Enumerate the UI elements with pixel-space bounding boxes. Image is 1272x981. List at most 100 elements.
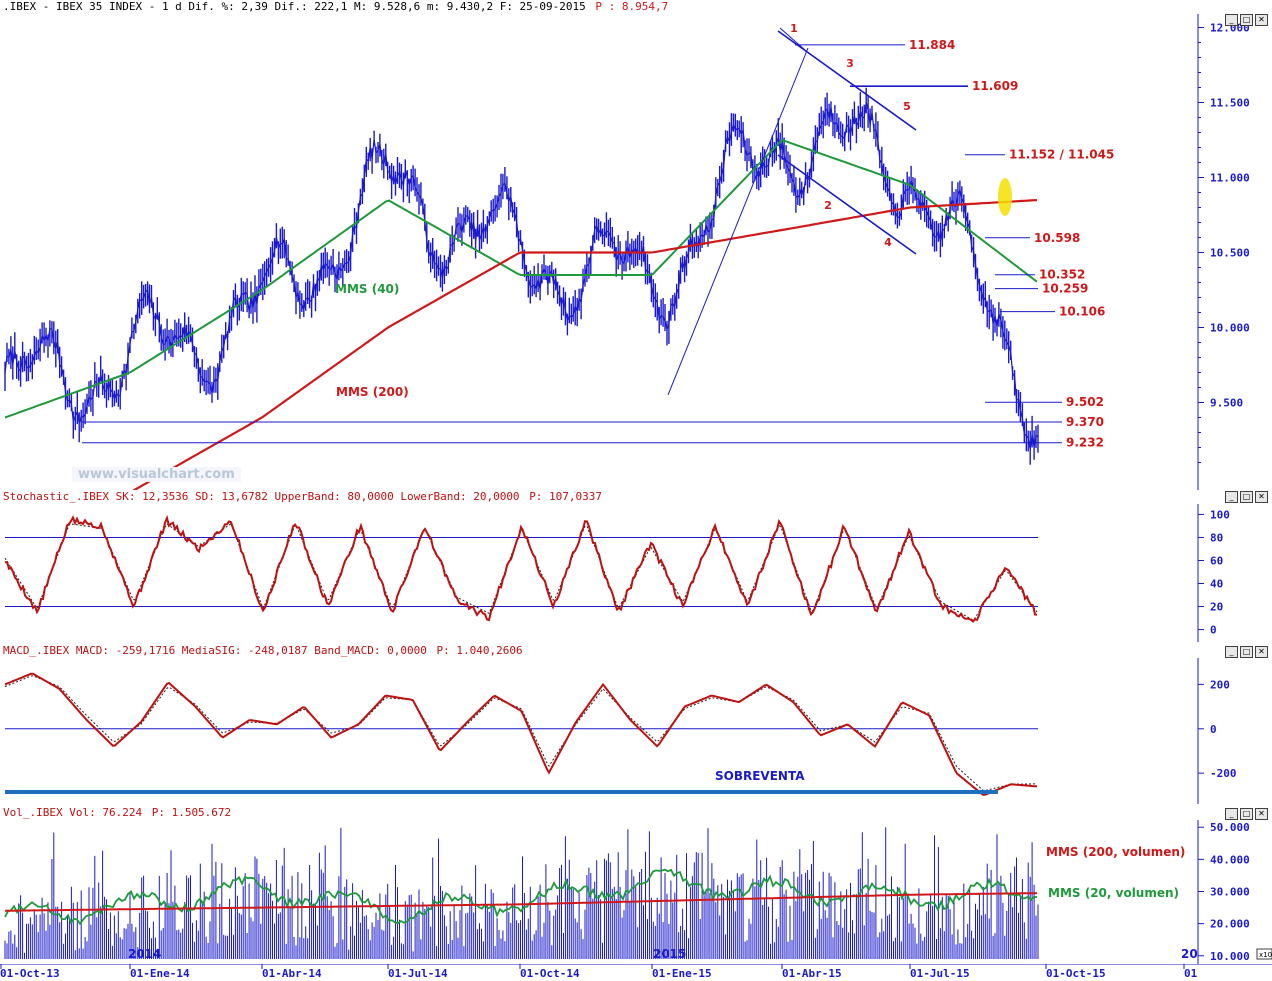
price-y-tick-label: 10.000 bbox=[1210, 322, 1250, 335]
volume-p-value: P: 1.505.672 bbox=[151, 806, 232, 819]
macd-line bbox=[4, 672, 1038, 796]
highlight-marker bbox=[998, 178, 1012, 216]
level-label: 10.598 bbox=[1034, 231, 1080, 245]
volume-bars bbox=[4, 827, 1039, 959]
date-axis: 01-Oct-13 01-Ene-14 01-Abr-14 01-Jul-14 01-O… bbox=[0, 964, 1272, 980]
wave-label: 5 bbox=[903, 100, 911, 113]
vol-y-tick-label: 50.000 bbox=[1210, 821, 1250, 834]
stoch-y-tick-label: 60 bbox=[1210, 554, 1223, 567]
macd-y-tick-label: 0 bbox=[1210, 723, 1217, 736]
price-panel[interactable]: .IBEX - IBEX 35 INDEX - 1 d Dif. %: 2,39… bbox=[0, 0, 1272, 490]
x-edge-mark: 20 bbox=[1181, 947, 1198, 961]
x-tick-label: 01-Oct-14 bbox=[520, 967, 580, 980]
level-label: 10.106 bbox=[1059, 305, 1105, 319]
volume-panel[interactable]: Vol_.IBEX Vol: 76.224 P: 1.505.672 _ □ ✕… bbox=[0, 804, 1272, 964]
level-label: 10.352 bbox=[1039, 268, 1085, 282]
level-label: 11.152 / 11.045 bbox=[1009, 148, 1114, 162]
x-tick-label: 01-Ene-14 bbox=[130, 967, 190, 980]
close-icon[interactable]: ✕ bbox=[1255, 14, 1268, 26]
x-tick-label: 01-Jul-15 bbox=[910, 967, 970, 980]
x-tick-label: 01 bbox=[1184, 967, 1198, 980]
level-label: 10.259 bbox=[1042, 282, 1088, 296]
price-series-line bbox=[4, 102, 1039, 450]
vol-mms20-line bbox=[4, 868, 1038, 926]
x-tick-label: 01-Ene-15 bbox=[652, 967, 712, 980]
minimize-icon[interactable]: _ bbox=[1225, 808, 1238, 820]
x-tick-label: 01-Oct-13 bbox=[0, 967, 60, 980]
scale-badge: x10 bbox=[1259, 951, 1272, 959]
price-panel-p-value: P : 8.954,7 bbox=[595, 0, 669, 13]
macd-y-tick-label: 200 bbox=[1210, 678, 1230, 691]
price-y-tick-label: 12.000 bbox=[1210, 22, 1250, 35]
macd-panel-title: MACD_.IBEX MACD: -259,1716 MediaSIG: -24… bbox=[3, 644, 427, 657]
mms40-label: MMS (40) bbox=[335, 282, 399, 296]
level-label: 9.370 bbox=[1066, 415, 1104, 429]
volume-window-buttons: _ □ ✕ bbox=[1225, 808, 1268, 820]
maximize-icon[interactable]: □ bbox=[1240, 491, 1253, 503]
wave-label: 3 bbox=[846, 57, 854, 70]
close-icon[interactable]: ✕ bbox=[1255, 491, 1268, 503]
price-panel-title: .IBEX - IBEX 35 INDEX - 1 d Dif. %: 2,39… bbox=[3, 0, 586, 13]
price-y-tick-label: 11.000 bbox=[1210, 172, 1250, 185]
macd-panel-header: MACD_.IBEX MACD: -259,1716 MediaSIG: -24… bbox=[0, 644, 1272, 658]
trend-line bbox=[777, 30, 917, 131]
stoch-y-tick-label: 20 bbox=[1210, 601, 1223, 614]
stochastic-panel-header: Stochastic_.IBEX SK: 12,3536 SD: 13,6782… bbox=[0, 490, 1272, 504]
vol-y-tick-label: 10.000 bbox=[1210, 950, 1250, 963]
vol-y-tick-label: 40.000 bbox=[1210, 853, 1250, 866]
stoch-y-tick-label: 40 bbox=[1210, 578, 1223, 591]
stoch-sd-line bbox=[4, 522, 1038, 621]
maximize-icon[interactable]: □ bbox=[1240, 646, 1253, 658]
wave-label: 2 bbox=[824, 199, 832, 212]
level-label: 11.884 bbox=[909, 38, 955, 52]
maximize-icon[interactable]: □ bbox=[1240, 808, 1253, 820]
minimize-icon[interactable]: _ bbox=[1225, 491, 1238, 503]
stoch-y-tick-label: 0 bbox=[1210, 624, 1217, 637]
maximize-icon[interactable]: □ bbox=[1240, 14, 1253, 26]
trend-line bbox=[667, 47, 809, 396]
mms200-label: MMS (200) bbox=[336, 385, 409, 399]
trend-line bbox=[777, 154, 917, 255]
vol-mms20-label: MMS (20, volumen) bbox=[1048, 886, 1179, 900]
stochastic-panel-title: Stochastic_.IBEX SK: 12,3536 SD: 13,6782… bbox=[3, 490, 520, 503]
macd-panel[interactable]: MACD_.IBEX MACD: -259,1716 MediaSIG: -24… bbox=[0, 642, 1272, 804]
x-tick-label: 01-Oct-15 bbox=[1046, 967, 1106, 980]
stoch-sk-line bbox=[4, 514, 1038, 623]
year-mark: 2014 bbox=[128, 947, 161, 961]
stochastic-p-value: P: 107,0337 bbox=[529, 490, 603, 503]
macd-p-value: P: 1.040,2606 bbox=[436, 644, 523, 657]
vol-y-tick-label: 30.000 bbox=[1210, 886, 1250, 899]
macd-chart[interactable]: 200 0 -200 SOBREVENTA bbox=[0, 642, 1272, 804]
vol-y-tick-label: 20.000 bbox=[1210, 918, 1250, 931]
level-label: 11.609 bbox=[972, 79, 1018, 93]
vol-mms200-line bbox=[4, 892, 1038, 912]
stochastic-chart[interactable]: 100 80 60 40 20 0 bbox=[0, 490, 1272, 642]
trend-line bbox=[779, 27, 806, 51]
volume-panel-header: Vol_.IBEX Vol: 76.224 P: 1.505.672 bbox=[0, 806, 1272, 820]
volume-panel-title: Vol_.IBEX Vol: 76.224 bbox=[3, 806, 143, 819]
price-chart[interactable]: 12.000 11.500 11.000 10.500 10.000 9.500 11.88… bbox=[0, 0, 1272, 490]
wave-label: 4 bbox=[884, 236, 892, 249]
oversold-label: SOBREVENTA bbox=[715, 769, 805, 783]
volume-chart[interactable]: 50.000 40.000 30.000 20.000 10.000 MMS (200, … bbox=[0, 804, 1272, 964]
price-y-tick-label: 10.500 bbox=[1210, 247, 1250, 260]
year-mark: 2015 bbox=[653, 947, 686, 961]
close-icon[interactable]: ✕ bbox=[1255, 808, 1268, 820]
macd-window-buttons: _ □ ✕ bbox=[1225, 646, 1268, 658]
stoch-y-tick-label: 100 bbox=[1210, 508, 1230, 521]
wave-label: 1 bbox=[790, 22, 798, 35]
stochastic-window-buttons: _ □ ✕ bbox=[1225, 491, 1268, 503]
price-panel-header: .IBEX - IBEX 35 INDEX - 1 d Dif. %: 2,39… bbox=[0, 0, 1272, 14]
minimize-icon[interactable]: _ bbox=[1225, 646, 1238, 658]
close-icon[interactable]: ✕ bbox=[1255, 646, 1268, 658]
price-bars bbox=[4, 87, 1039, 465]
minimize-icon[interactable]: _ bbox=[1225, 14, 1238, 26]
price-window-buttons: _ □ ✕ bbox=[1225, 14, 1268, 26]
price-y-tick-label: 11.500 bbox=[1210, 97, 1250, 110]
watermark: www.visualchart.com bbox=[72, 467, 241, 482]
mms40-line bbox=[4, 138, 1038, 419]
level-label: 9.502 bbox=[1066, 395, 1104, 409]
x-tick-label: 01-Jul-14 bbox=[388, 967, 448, 980]
stochastic-panel[interactable]: Stochastic_.IBEX SK: 12,3536 SD: 13,6782… bbox=[0, 490, 1272, 642]
price-y-tick-label: 9.500 bbox=[1210, 397, 1243, 410]
